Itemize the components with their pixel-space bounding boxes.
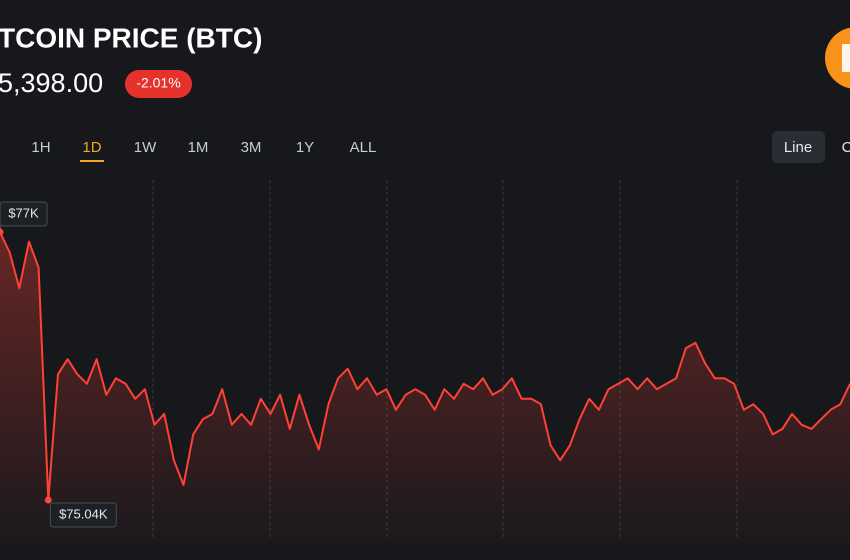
timeframe[interactable]: 1W [134,139,157,156]
price-line [0,231,850,501]
bitcoin-icon [825,27,850,89]
line-button[interactable] [772,131,825,163]
title: TCOIN PRICE (BTC) [0,22,262,53]
annotation-label: $77K [8,205,39,220]
header: TCOIN PRICE (BTC) 5,398.00 -2.01% [0,22,850,98]
change-badge [125,70,192,98]
timeframe[interactable]: 1H [31,139,50,156]
price-area [0,232,850,545]
change: -2.01% [136,75,180,91]
timeframe[interactable]: 1D [82,139,101,156]
annotation-dot [0,228,4,236]
timeframe[interactable]: 1M [188,139,209,156]
bitcoin-glyph [842,44,850,72]
view-button[interactable]: C [842,139,850,156]
price: 5,398.00 [0,68,103,98]
view-button[interactable]: Line [784,139,812,156]
timeframe-bar: 1H 1D 1W 1M 3M 1Y ALL [31,139,377,162]
annotation-label: $75.04K [59,506,108,521]
annotation-box [49,502,117,528]
timeframe[interactable]: ALL [350,139,377,156]
timeframe[interactable]: 1Y [296,139,314,156]
annotation-box [0,201,48,227]
plot: $77K $75.04K [0,201,850,545]
timeframe[interactable]: 3M [241,139,262,156]
